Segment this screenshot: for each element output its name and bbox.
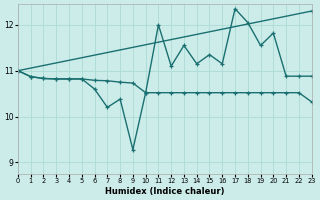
X-axis label: Humidex (Indice chaleur): Humidex (Indice chaleur)	[105, 187, 225, 196]
